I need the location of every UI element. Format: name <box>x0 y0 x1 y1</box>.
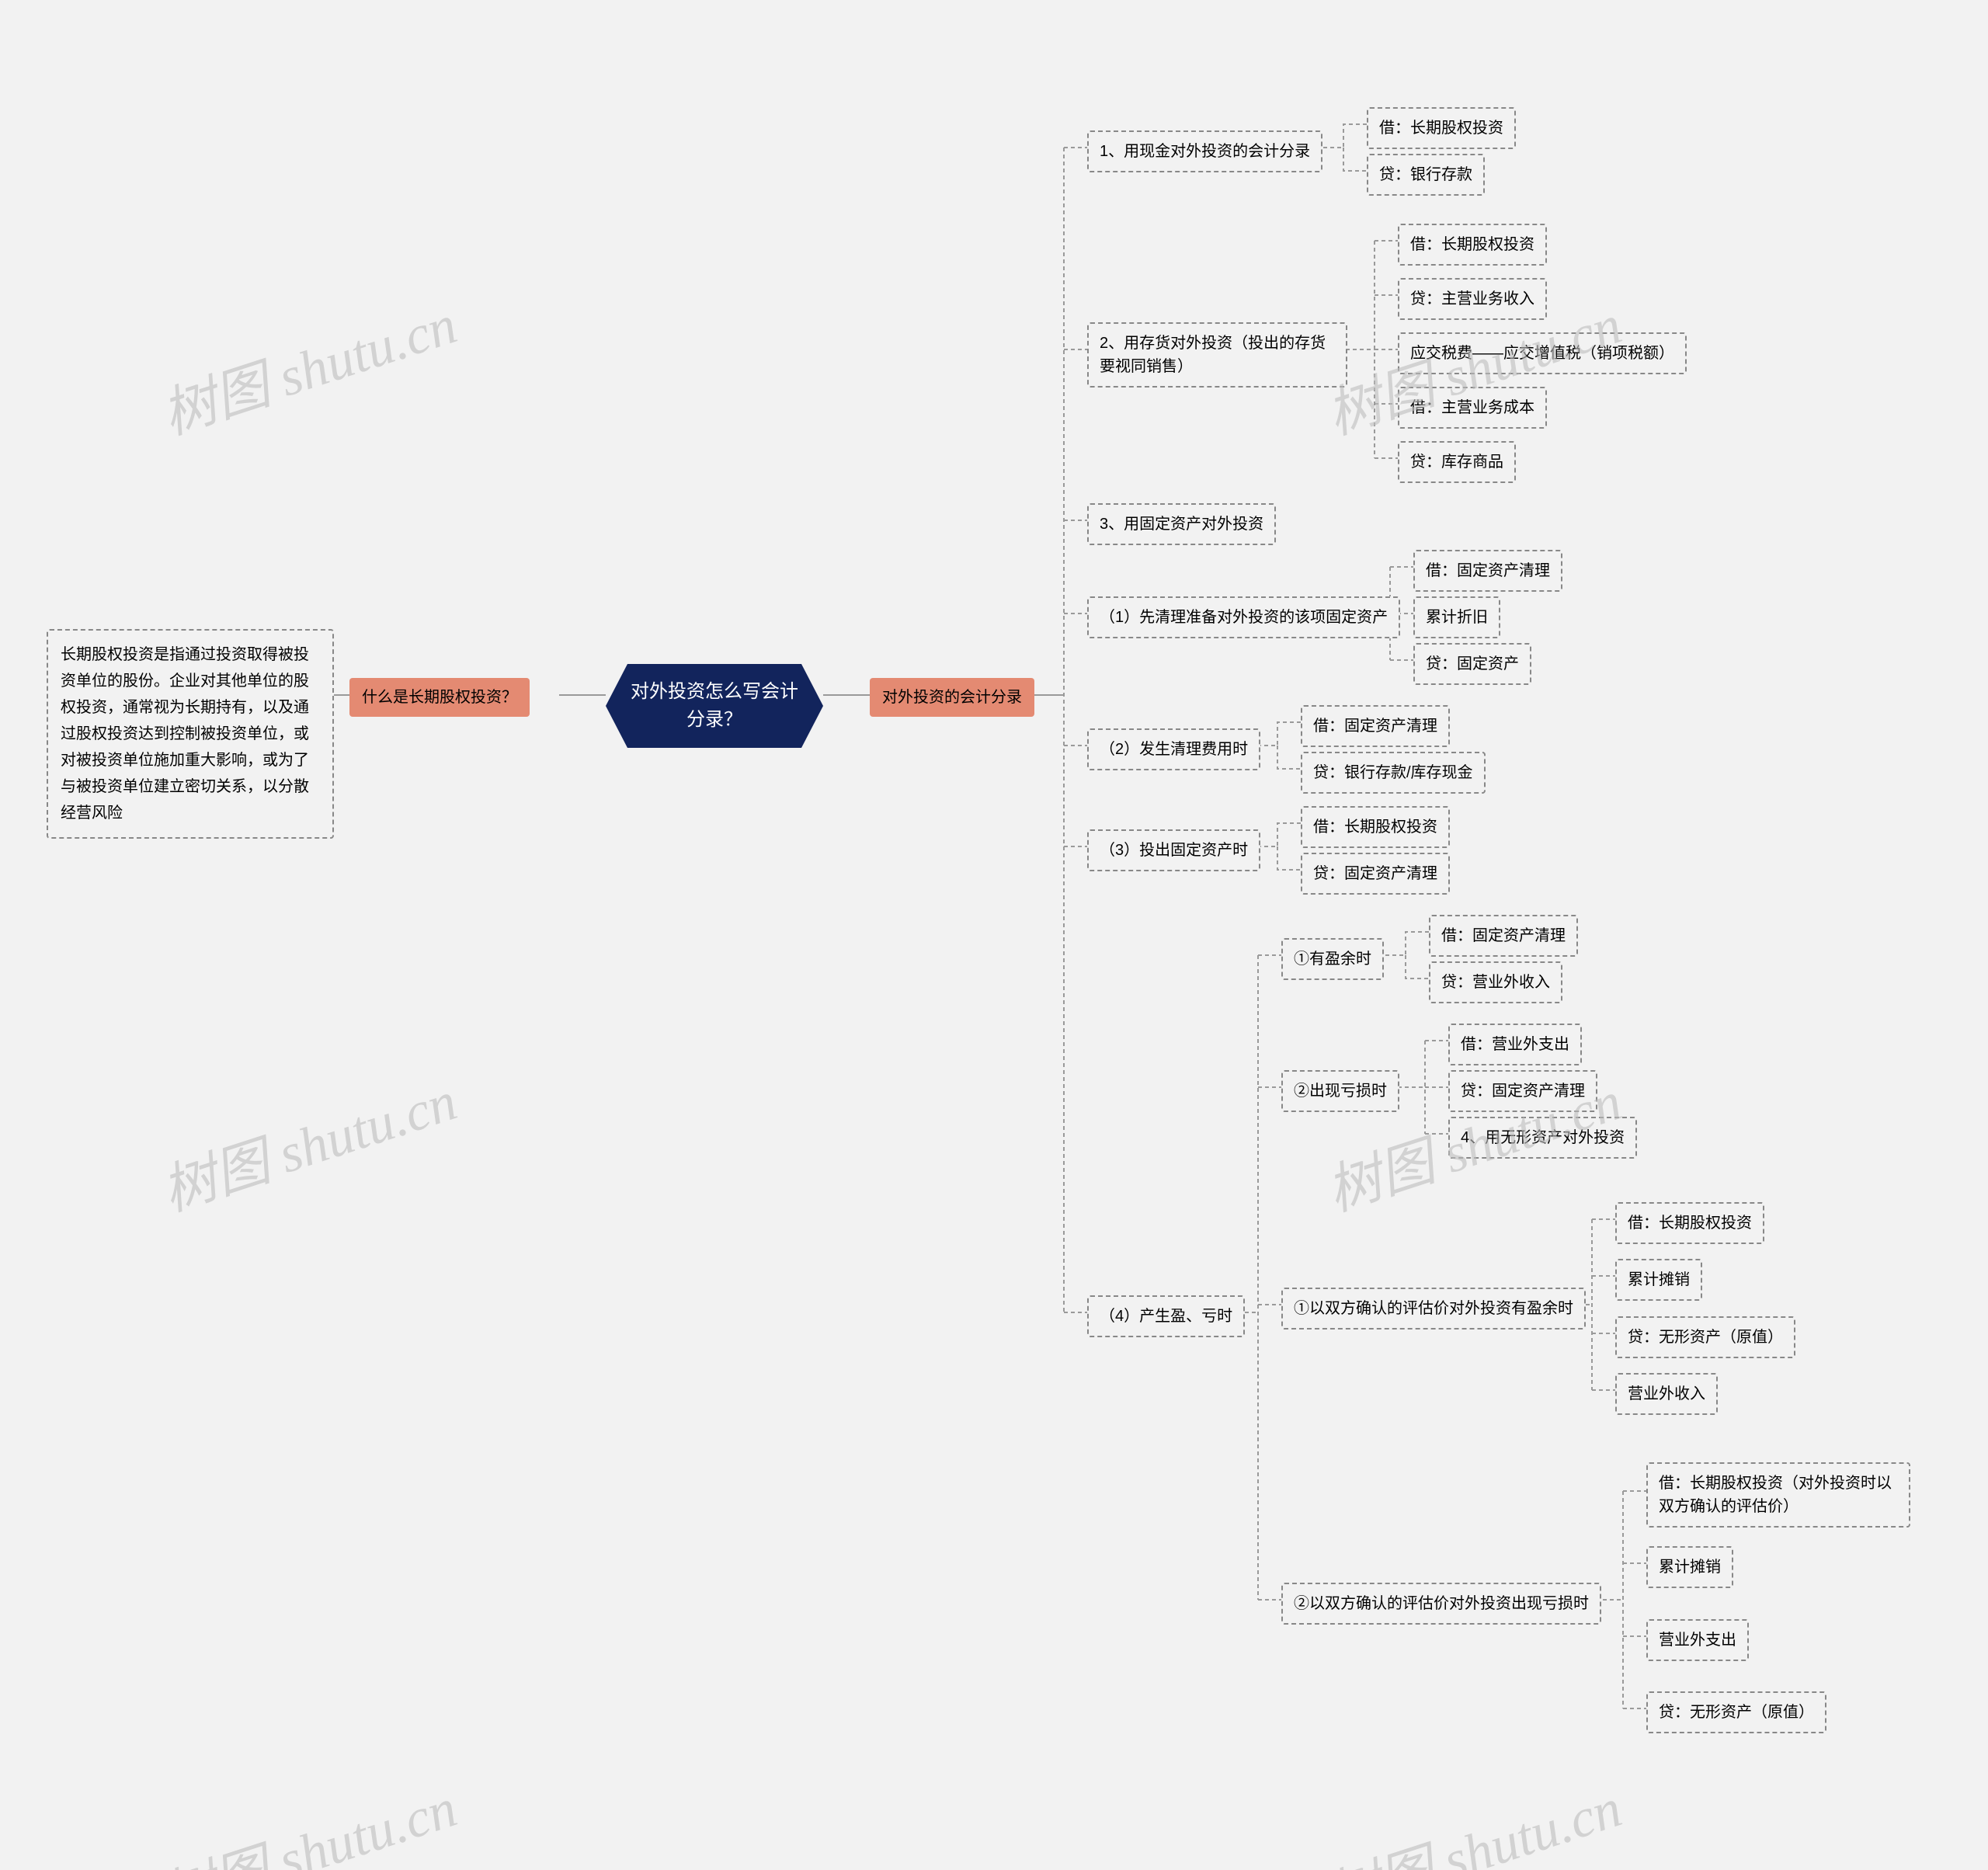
section-3-title: 3、用固定资产对外投资 <box>1087 503 1276 545</box>
section-3-2-item-1: 贷：银行存款/库存现金 <box>1301 752 1486 794</box>
section-3-2-item-0-text: 借：固定资产清理 <box>1313 718 1437 735</box>
watermark: 树图 shutu.cn <box>151 1058 465 1226</box>
section-2-item-3-text: 借：主营业务成本 <box>1410 399 1534 416</box>
section-3-4-sub2-title: ②出现亏损时 <box>1281 1070 1399 1112</box>
section-3-3-item-0: 借：长期股权投资 <box>1301 806 1450 848</box>
section-3-4-sub2-title-text: ②出现亏损时 <box>1294 1083 1387 1100</box>
section-1-item-0: 借：长期股权投资 <box>1367 107 1516 149</box>
section-3-3-item-1: 贷：固定资产清理 <box>1301 853 1450 895</box>
section-3-1-item-2: 贷：固定资产 <box>1413 643 1531 685</box>
section-2-item-2: 应交税费——应交增值税（销项税额） <box>1398 332 1687 374</box>
section-3-4-sub1-item-0: 借：固定资产清理 <box>1429 915 1578 957</box>
section-3-4-sub4-item-2: 营业外支出 <box>1646 1619 1749 1661</box>
section-3-4-sub2-item-0-text: 借：营业外支出 <box>1461 1036 1569 1053</box>
watermark: 树图 shutu.cn <box>1315 1764 1630 1870</box>
section-3-2-item-0: 借：固定资产清理 <box>1301 705 1450 747</box>
section-3-1-item-1-text: 累计折旧 <box>1426 609 1488 626</box>
section-3-4-sub2-item-1: 贷：固定资产清理 <box>1448 1070 1597 1112</box>
section-3-4-sub3-title: ①以双方确认的评估价对外投资有盈余时 <box>1281 1288 1586 1330</box>
watermark: 树图 shutu.cn <box>151 281 465 450</box>
section-1-item-1-text: 贷：银行存款 <box>1379 166 1472 183</box>
section-2-item-4: 贷：库存商品 <box>1398 441 1516 483</box>
section-3-4-sub2-item-2: 4、用无形资产对外投资 <box>1448 1117 1637 1159</box>
section-2-title-text: 2、用存货对外投资（投出的存货要视同销售） <box>1100 335 1326 375</box>
section-3-4-sub3-item-2-text: 贷：无形资产（原值） <box>1628 1329 1783 1346</box>
section-3-4-title: （4）产生盈、亏时 <box>1087 1295 1245 1337</box>
section-1-item-1: 贷：银行存款 <box>1367 154 1485 196</box>
right-branch: 对外投资的会计分录 <box>870 678 1034 717</box>
section-3-3-item-1-text: 贷：固定资产清理 <box>1313 865 1437 882</box>
left-desc-text: 长期股权投资是指通过投资取得被投资单位的股份。企业对其他单位的股权投资，通常视为… <box>61 646 309 822</box>
section-3-4-sub3-item-1: 累计摊销 <box>1615 1259 1702 1301</box>
section-3-4-sub3-item-1-text: 累计摊销 <box>1628 1271 1690 1288</box>
section-2-title: 2、用存货对外投资（投出的存货要视同销售） <box>1087 322 1347 388</box>
section-3-1-item-0: 借：固定资产清理 <box>1413 550 1562 592</box>
section-3-4-sub4-item-2-text: 营业外支出 <box>1659 1632 1736 1649</box>
section-3-1-item-0-text: 借：固定资产清理 <box>1426 562 1550 579</box>
section-3-4-sub4-item-1-text: 累计摊销 <box>1659 1559 1721 1576</box>
section-3-4-sub1-item-1: 贷：营业外收入 <box>1429 961 1562 1003</box>
section-3-4-sub4-item-1: 累计摊销 <box>1646 1546 1733 1588</box>
section-3-2-title-text: （2）发生清理费用时 <box>1100 741 1248 758</box>
section-3-1-title: （1）先清理准备对外投资的该项固定资产 <box>1087 596 1400 638</box>
section-3-4-sub2-item-0: 借：营业外支出 <box>1448 1024 1582 1065</box>
section-3-4-sub1-title: ①有盈余时 <box>1281 938 1384 980</box>
section-3-4-sub1-item-0-text: 借：固定资产清理 <box>1441 927 1566 944</box>
section-3-4-sub4-item-3: 贷：无形资产（原值） <box>1646 1691 1826 1733</box>
section-3-3-title-text: （3）投出固定资产时 <box>1100 842 1248 859</box>
section-3-4-sub4-item-0-text: 借：长期股权投资（对外投资时以双方确认的评估价） <box>1659 1475 1892 1515</box>
section-3-4-sub3-item-3: 营业外收入 <box>1615 1373 1718 1415</box>
section-3-4-sub3-item-0: 借：长期股权投资 <box>1615 1202 1764 1244</box>
section-3-4-sub4-title-text: ②以双方确认的评估价对外投资出现亏损时 <box>1294 1595 1589 1612</box>
section-3-4-sub1-item-1-text: 贷：营业外收入 <box>1441 974 1550 991</box>
right-branch-label: 对外投资的会计分录 <box>882 689 1022 706</box>
section-2-item-1-text: 贷：主营业务收入 <box>1410 290 1534 308</box>
section-2-item-3: 借：主营业务成本 <box>1398 387 1547 429</box>
section-3-4-sub1-title-text: ①有盈余时 <box>1294 951 1371 968</box>
section-3-4-sub2-item-2-text: 4、用无形资产对外投资 <box>1461 1129 1625 1146</box>
section-2-item-0: 借：长期股权投资 <box>1398 224 1547 266</box>
section-3-4-sub4-title: ②以双方确认的评估价对外投资出现亏损时 <box>1281 1583 1601 1625</box>
section-3-4-sub3-title-text: ①以双方确认的评估价对外投资有盈余时 <box>1294 1300 1573 1317</box>
section-3-4-sub3-item-0-text: 借：长期股权投资 <box>1628 1215 1752 1232</box>
section-3-1-item-1: 累计折旧 <box>1413 596 1500 638</box>
section-1-item-0-text: 借：长期股权投资 <box>1379 120 1503 137</box>
left-desc: 长期股权投资是指通过投资取得被投资单位的股份。企业对其他单位的股权投资，通常视为… <box>47 629 334 839</box>
section-3-3-item-0-text: 借：长期股权投资 <box>1313 819 1437 836</box>
section-3-title-text: 3、用固定资产对外投资 <box>1100 516 1263 533</box>
section-3-4-title-text: （4）产生盈、亏时 <box>1100 1308 1232 1325</box>
section-3-4-sub3-item-2: 贷：无形资产（原值） <box>1615 1316 1795 1358</box>
section-3-4-sub4-item-3-text: 贷：无形资产（原值） <box>1659 1704 1814 1721</box>
section-1-title: 1、用现金对外投资的会计分录 <box>1087 130 1322 172</box>
section-3-1-item-2-text: 贷：固定资产 <box>1426 655 1519 673</box>
section-2-item-1: 贷：主营业务收入 <box>1398 278 1547 320</box>
left-branch: 什么是长期股权投资？ <box>349 678 530 717</box>
section-3-2-title: （2）发生清理费用时 <box>1087 728 1260 770</box>
section-3-1-title-text: （1）先清理准备对外投资的该项固定资产 <box>1100 609 1388 626</box>
section-1-title-text: 1、用现金对外投资的会计分录 <box>1100 143 1310 160</box>
section-3-4-sub3-item-3-text: 营业外收入 <box>1628 1385 1705 1402</box>
section-2-item-0-text: 借：长期股权投资 <box>1410 236 1534 253</box>
root-node: 对外投资怎么写会计分录？ <box>606 664 823 748</box>
section-2-item-2-text: 应交税费——应交增值税（销项税额） <box>1410 345 1674 362</box>
section-3-4-sub4-item-0: 借：长期股权投资（对外投资时以双方确认的评估价） <box>1646 1462 1910 1528</box>
left-branch-label: 什么是长期股权投资？ <box>362 689 517 706</box>
connectors <box>0 0 1988 1870</box>
section-3-2-item-1-text: 贷：银行存款/库存现金 <box>1313 764 1473 781</box>
section-3-4-sub2-item-1-text: 贷：固定资产清理 <box>1461 1083 1585 1100</box>
root-label: 对外投资怎么写会计分录？ <box>631 681 798 730</box>
section-2-item-4-text: 贷：库存商品 <box>1410 454 1503 471</box>
watermark: 树图 shutu.cn <box>151 1764 465 1870</box>
section-3-3-title: （3）投出固定资产时 <box>1087 829 1260 871</box>
